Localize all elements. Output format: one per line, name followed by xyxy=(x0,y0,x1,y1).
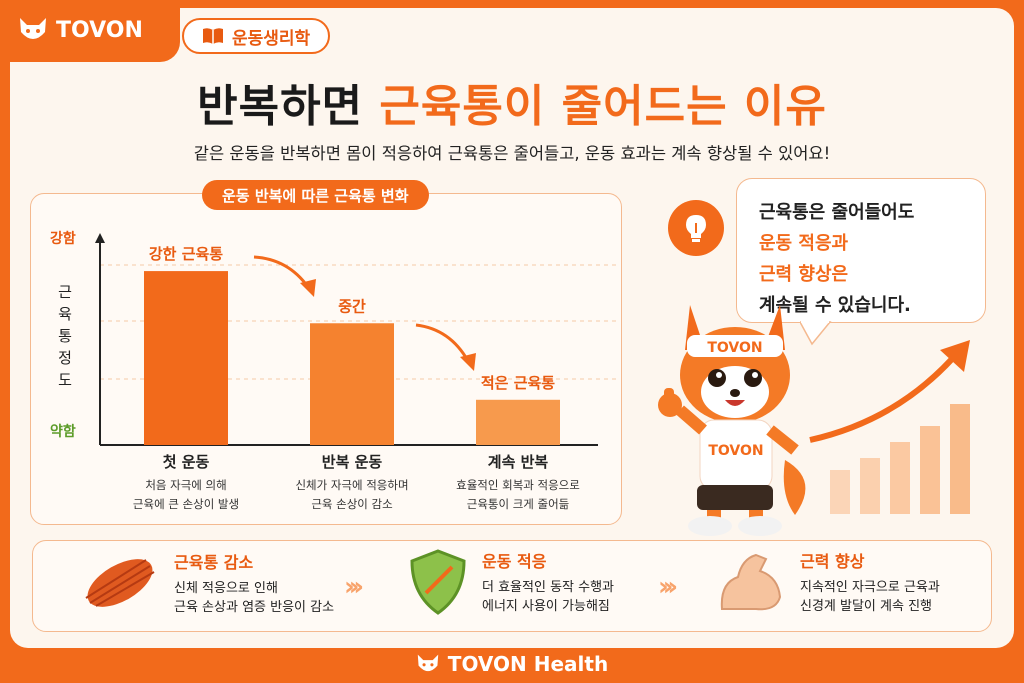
chart-tag: 운동 반복에 따른 근육통 변화 xyxy=(202,180,429,210)
y-tick-low: 약함 xyxy=(50,423,76,440)
bar-description: 신체가 자극에 적응하며 xyxy=(295,478,408,492)
trend-arrow-head xyxy=(300,279,316,297)
y-label-char: 도 xyxy=(58,371,72,389)
y-label-char: 통 xyxy=(58,327,72,345)
shield-icon xyxy=(410,549,466,615)
feature-desc-2a: 더 효율적인 동작 수행과 xyxy=(482,580,614,595)
y-label-char: 근 xyxy=(58,283,72,301)
trend-arrow xyxy=(415,323,470,362)
bar-description: 근육통이 크게 줄어듦 xyxy=(467,497,570,511)
headband-text: TOVON xyxy=(707,340,762,356)
bar-description: 처음 자극에 의해 xyxy=(145,478,226,492)
feature-desc-1b: 근육 손상과 염증 반응이 감소 xyxy=(174,600,335,615)
feature-soreness: 근육통 감소 신체 적응으로 인해 근육 손상과 염증 반응이 감소 xyxy=(80,548,334,618)
page-subtitle: 같은 운동을 반복하면 몸이 적응하여 근육통은 줄어들고, 운동 효과는 계속… xyxy=(193,144,831,163)
title-part1: 반복하면 xyxy=(197,81,380,132)
bar xyxy=(144,271,228,445)
feature-title-2: 운동 적응 xyxy=(482,552,547,571)
chevrons-2: ››› xyxy=(658,572,678,602)
feature-desc-1a: 신체 적응으로 인해 xyxy=(174,581,278,596)
chevrons-1: ››› xyxy=(344,572,364,602)
y-label-char: 정 xyxy=(58,349,72,367)
footer-label: TOVON Health xyxy=(447,652,609,676)
bar xyxy=(310,323,394,445)
feature-desc-2b: 에너지 사용이 가능해짐 xyxy=(482,599,610,614)
bubble-line-3: 근력 향상은 xyxy=(759,264,849,285)
y-axis-arrow xyxy=(95,233,105,243)
features-strip xyxy=(32,540,992,632)
bubble-tail xyxy=(800,318,832,346)
growth-bars-arrow xyxy=(809,340,970,514)
flexed-arm-icon xyxy=(720,553,782,611)
lightbulb-icon xyxy=(668,200,724,256)
feature-desc-3a: 지속적인 자극으로 근육과 xyxy=(800,580,940,595)
speech-bubble: 근육통은 줄어들어도 운동 적응과 근력 향상은 계속될 수 있습니다. xyxy=(736,178,986,323)
shirt-text: TOVON xyxy=(708,443,763,459)
x-tick-label: 계속 반복 xyxy=(488,453,549,471)
feature-title-1: 근육통 감소 xyxy=(174,553,254,572)
bubble-line-2: 운동 적응과 xyxy=(759,233,849,254)
category-label: 운동생리학 xyxy=(232,28,311,49)
y-tick-high: 강함 xyxy=(50,230,76,247)
x-tick-label: 반복 운동 xyxy=(322,453,383,471)
trend-arrow xyxy=(253,255,310,288)
fox-mascot: TOVON TOVON xyxy=(658,305,806,536)
brand-logo: TOVON xyxy=(18,16,143,44)
bar-description: 효율적인 회복과 적응으로 xyxy=(456,478,580,492)
brand-name: TOVON xyxy=(56,17,143,43)
category-badge: 운동생리학 xyxy=(182,18,331,54)
bar-description: 근육 손상이 감소 xyxy=(311,497,392,511)
fox-logo-icon xyxy=(20,18,46,39)
y-label-char: 육 xyxy=(58,305,72,323)
feature-strength: 근력 향상 지속적인 자극으로 근육과 신경계 발달이 계속 진행 xyxy=(716,548,940,616)
bubble-line-1: 근육통은 줄어들어도 xyxy=(759,202,915,223)
title-highlight: 근육통이 줄어드는 이유 xyxy=(379,81,827,132)
fox-logo-icon xyxy=(417,654,439,672)
bar-value-label: 강한 근육통 xyxy=(149,245,223,263)
bubble-line-4: 계속될 수 있습니다. xyxy=(759,295,911,316)
bar-value-label: 중간 xyxy=(338,297,366,315)
bar-value-label: 적은 근육통 xyxy=(481,374,555,392)
bar-description: 근육에 큰 손상이 발생 xyxy=(133,497,239,511)
feature-adaptation: 운동 적응 더 효율적인 동작 수행과 에너지 사용이 가능해짐 xyxy=(408,548,614,616)
bar xyxy=(476,399,560,445)
trend-arrow-head xyxy=(460,353,476,371)
book-icon xyxy=(203,28,223,44)
feature-title-3: 근력 향상 xyxy=(800,552,865,571)
muscle-fiber-icon xyxy=(85,559,155,607)
feature-desc-3b: 신경계 발달이 계속 진행 xyxy=(800,599,932,614)
x-tick-label: 첫 운동 xyxy=(163,453,210,471)
page-title: 반복하면 근육통이 줄어드는 이유 xyxy=(0,70,1024,134)
footer-brand: TOVON Health xyxy=(0,652,1024,676)
